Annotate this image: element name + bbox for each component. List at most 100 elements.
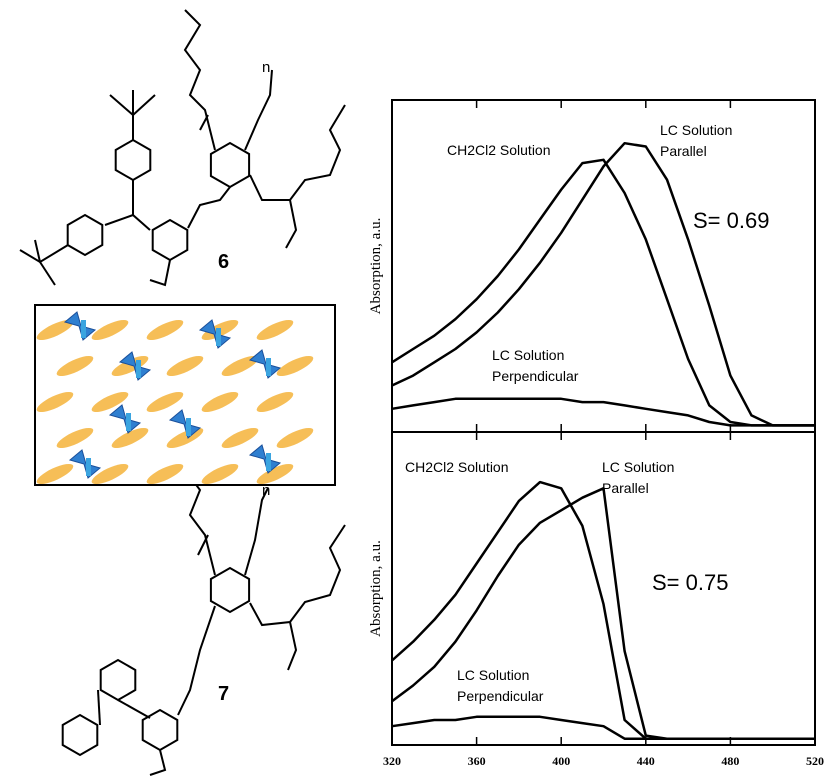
inset-molecule (266, 358, 271, 376)
ring (151, 218, 189, 262)
annotation: Parallel (602, 480, 649, 496)
bond (197, 534, 209, 556)
inset-rod (56, 355, 94, 377)
repeat-label: n (262, 482, 270, 499)
annotation: S= 0.69 (693, 208, 769, 233)
bond (117, 699, 151, 719)
bond (177, 605, 216, 716)
inset-rod (256, 391, 294, 413)
repeat-label: n (262, 59, 270, 76)
annotation: LC Solution (660, 122, 732, 138)
inset-molecule (63, 311, 97, 341)
compound-label: 7 (218, 683, 229, 705)
spectrum-line (391, 397, 815, 427)
bond (244, 487, 269, 576)
inset-molecule (136, 360, 141, 378)
inset-rod (36, 463, 74, 485)
ring (99, 658, 137, 702)
inset-molecule (108, 404, 142, 434)
inset-rod (56, 427, 94, 449)
inset-rod (111, 427, 149, 449)
ring (61, 713, 99, 757)
annotation: LC Solution (457, 667, 529, 683)
inset-molecule (248, 444, 282, 474)
inset-molecule (86, 458, 91, 476)
bond (149, 259, 171, 287)
inset-molecule (266, 453, 271, 471)
bond (285, 199, 298, 249)
bond (187, 186, 231, 229)
x-tick-label: 320 (383, 754, 401, 768)
inset-molecule (216, 328, 221, 346)
x-tick-label: 360 (468, 754, 486, 768)
bond (244, 69, 273, 151)
bond (19, 244, 69, 264)
ring (66, 213, 104, 257)
inset-rod (201, 391, 239, 413)
structures (19, 9, 346, 776)
inset-molecule (248, 349, 282, 379)
inset-rod (221, 427, 259, 449)
inset-rod (221, 355, 259, 377)
inset-molecule (126, 413, 131, 431)
x-tick-label: 440 (637, 754, 655, 768)
inset-rod (91, 319, 129, 341)
spectrum-line (391, 480, 815, 740)
bond (39, 261, 56, 286)
inset-molecule (118, 351, 152, 381)
bond (34, 239, 41, 263)
inset-rod (201, 463, 239, 485)
x-tick-label: 520 (806, 754, 824, 768)
inset-rod (91, 391, 129, 413)
inset-rod (256, 319, 294, 341)
inset-rod (146, 319, 184, 341)
inset-image (34, 304, 336, 486)
inset-molecule (198, 319, 232, 349)
bond (132, 180, 151, 231)
bond (249, 104, 346, 201)
annotation: Parallel (660, 143, 707, 159)
inset-molecule (186, 418, 191, 436)
annotation: LC Solution (602, 459, 674, 475)
inset-rod (36, 319, 74, 341)
inset-rod (146, 391, 184, 413)
bond (132, 94, 156, 116)
compound-label: 6 (218, 251, 229, 273)
y-axis-label: Absorption, a.u. (368, 540, 384, 637)
inset-rod (276, 355, 314, 377)
inset-molecule (68, 449, 102, 479)
bond (97, 689, 101, 726)
spectrum-line (391, 158, 815, 427)
inset-rod (166, 355, 204, 377)
spectrum-line (391, 487, 815, 740)
annotation: Perpendicular (457, 688, 544, 704)
annotation: Perpendicular (492, 368, 579, 384)
bond (249, 524, 346, 627)
bond (287, 621, 298, 671)
inset-molecule (81, 320, 86, 338)
bond (183, 9, 216, 151)
x-tick-label: 480 (721, 754, 739, 768)
annotation: LC Solution (492, 347, 564, 363)
inset-rod (36, 391, 74, 413)
spectrum-line (391, 141, 815, 427)
inset-rod (256, 463, 294, 485)
bond (199, 114, 209, 131)
annotation: CH2Cl2 Solution (405, 459, 509, 475)
inset-molecule (168, 409, 202, 439)
annotation: CH2Cl2 Solution (447, 142, 551, 158)
bond (104, 214, 134, 226)
bond (109, 94, 134, 140)
plot-frame (391, 431, 816, 746)
bond (149, 749, 167, 776)
inset-rod (91, 463, 129, 485)
spectrum-line (391, 715, 815, 740)
ring (114, 138, 152, 182)
ring (209, 141, 251, 189)
x-tick-label: 400 (552, 754, 570, 768)
annotation: S= 0.75 (652, 570, 728, 595)
ring (209, 566, 251, 614)
inset-rod (146, 463, 184, 485)
